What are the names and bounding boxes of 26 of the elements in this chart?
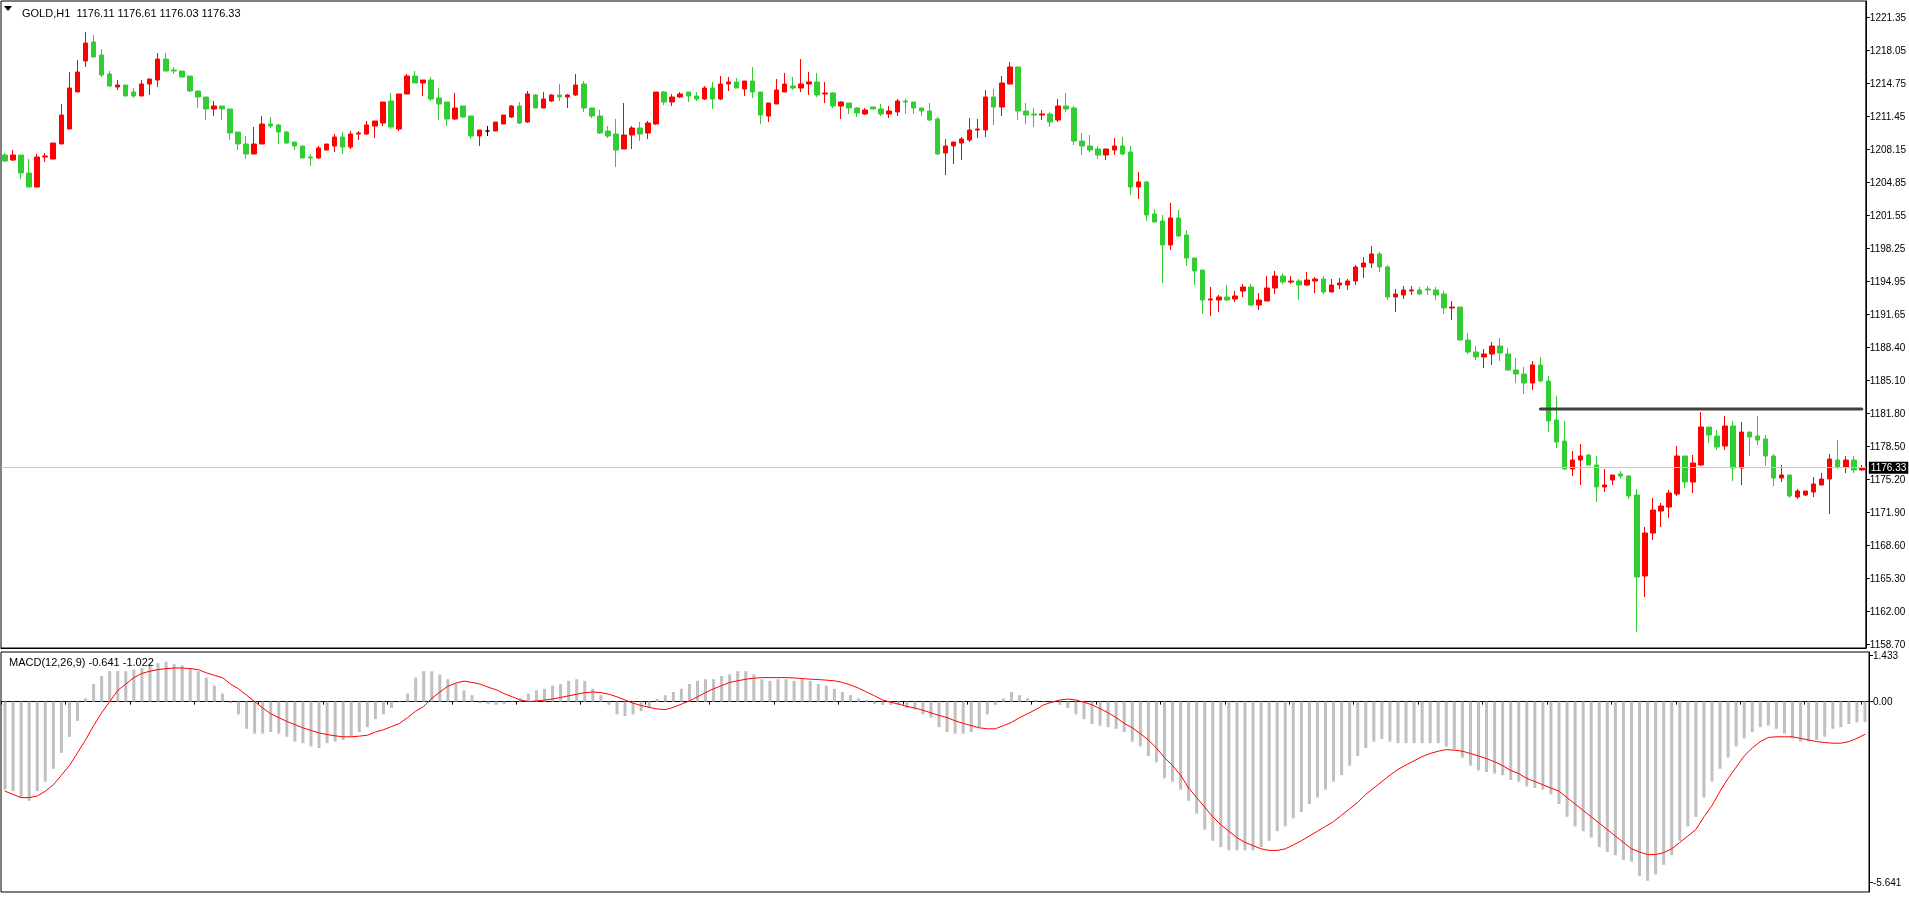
y-tick-label: 1198.25: [1869, 243, 1906, 254]
text: GOLD,H1 1176.11 1176.61 1176.03 1176.33: [22, 6, 241, 19]
y-tick-label: 1208.15: [1869, 144, 1907, 155]
y-tick-label: 1175.20: [1869, 473, 1906, 485]
y-tick-label: 0.00: [1873, 696, 1893, 708]
y-tick-label: 1194.95: [1869, 276, 1906, 287]
y-tick-label: 1.433: [1873, 650, 1899, 662]
y-tick-label: 1158.70: [1869, 638, 1906, 650]
y-tick-label: 1181.80: [1869, 407, 1906, 419]
chart-title: MACD(12,26,9) -0.641 -1.022: [9, 655, 154, 668]
y-tick-label: 1168.60: [1869, 539, 1906, 551]
y-tick-label: 1201.55: [1869, 210, 1907, 221]
y-tick-label: 1221.35: [1869, 12, 1907, 23]
y-tick-label: 1165.30: [1869, 572, 1906, 584]
y-tick-label: 1171.90: [1869, 506, 1906, 518]
y-tick-label: 1178.50: [1869, 440, 1906, 452]
y-tick-label: 1188.40: [1869, 341, 1906, 353]
ref-line-label: 1176.33: [1870, 462, 1907, 474]
y-tick-label: -5.641: [1873, 876, 1902, 888]
y-tick-label: 1204.85: [1869, 177, 1907, 188]
y-tick-label: 1218.05: [1869, 45, 1907, 56]
y-tick-label: 1191.65: [1869, 309, 1906, 320]
y-tick-label: 1185.10: [1869, 374, 1906, 386]
y-tick-label: 1211.45: [1869, 111, 1906, 122]
y-tick-label: 1162.00: [1869, 605, 1906, 617]
y-tick-label: 1214.75: [1869, 78, 1907, 89]
